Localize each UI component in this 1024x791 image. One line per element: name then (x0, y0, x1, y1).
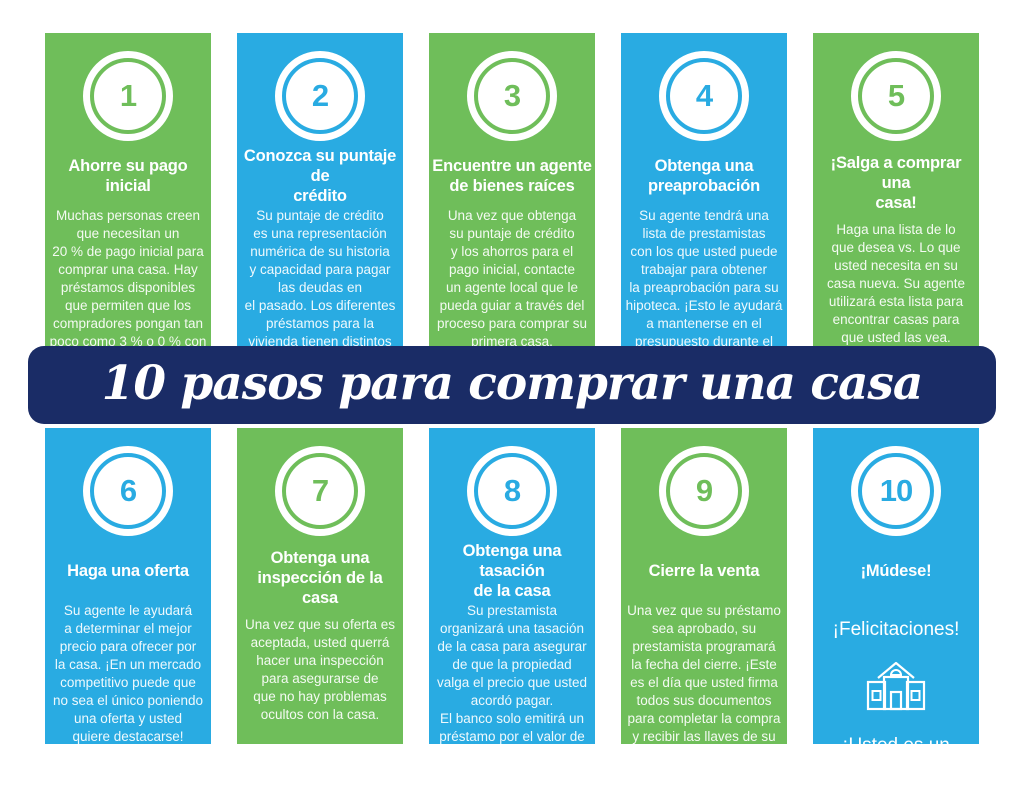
step-body: Su agente le ayudará a determinar el mej… (52, 603, 204, 744)
step-title: ¡Salga a comprar una casa! (830, 154, 962, 212)
step-number-badge: 8 (467, 446, 557, 536)
step-title: Cierre la venta (648, 562, 760, 580)
step-card-2: 2 Conozca su puntaje de crédito Su punta… (237, 33, 403, 367)
step-body: Muchas personas creen que necesitan un 2… (49, 208, 207, 367)
step-number-badge: 3 (467, 51, 557, 141)
step-number: 7 (286, 457, 354, 525)
step-number: 5 (862, 62, 930, 130)
step-title: Obtenga una tasación de la casa (462, 542, 562, 600)
step-body: Su puntaje de crédito es una representac… (244, 208, 396, 367)
step-title: Ahorre su pago inicial (68, 157, 188, 195)
house-icon (863, 660, 929, 717)
step-number-badge: 2 (275, 51, 365, 141)
congrats-text: ¡Felicitaciones! (832, 619, 960, 640)
step-number: 8 (478, 457, 546, 525)
step-body: Una vez que obtenga su puntaje de crédit… (436, 208, 588, 349)
step-number-badge: 1 (83, 51, 173, 141)
step-title: Encuentre un agente de bienes raíces (432, 157, 592, 195)
step-body: Su agente tendrá una lista de prestamist… (625, 208, 783, 367)
step-number-badge: 10 (851, 446, 941, 536)
page-title: 10 pasos para comprar una casa (101, 355, 924, 411)
step-title: Haga una oferta (67, 562, 189, 580)
step-number: 1 (94, 62, 162, 130)
step-number: 6 (94, 457, 162, 525)
step-number-badge: 5 (851, 51, 941, 141)
step-title: Obtenga una preaprobación (647, 157, 760, 195)
step-title: ¡Múdese! (860, 562, 932, 580)
step-card-4: 4 Obtenga una preaprobación Su agente te… (621, 33, 787, 367)
step-number-badge: 7 (275, 446, 365, 536)
step-card-6: 6 Haga una oferta Su agente le ayudará a… (45, 428, 211, 744)
title-banner: 10 pasos para comprar una casa (28, 346, 996, 424)
step-card-3: 3 Encuentre un agente de bienes raíces U… (429, 33, 595, 358)
step-title: Obtenga una inspección de la casa (257, 549, 383, 607)
step-number-badge: 4 (659, 51, 749, 141)
step-body: Una vez que su préstamo sea aprobado, su… (627, 603, 781, 762)
step-card-8: 8 Obtenga una tasación de la casa Su pre… (429, 428, 595, 762)
step-card-10: 10 ¡Múdese! ¡Felicitaciones! ¡Usted es u… (813, 428, 979, 781)
step-number: 3 (478, 62, 546, 130)
step-card-1: 1 Ahorre su pago inicial Muchas personas… (45, 33, 211, 367)
step-number-badge: 9 (659, 446, 749, 536)
step-body: Una vez que su oferta es aceptada, usted… (244, 617, 396, 722)
step-title: Conozca su puntaje de crédito (243, 147, 397, 205)
step-number: 4 (670, 62, 738, 130)
step-number: 10 (862, 457, 930, 525)
step-card-5: 5 ¡Salga a comprar una casa! Haga una li… (813, 33, 979, 358)
step-body: Su prestamista organizará una tasación d… (436, 603, 588, 762)
step-number-badge: 6 (83, 446, 173, 536)
owner-text: ¡Usted es un dueño de casa! (831, 735, 961, 781)
step-number: 9 (670, 457, 738, 525)
step-card-7: 7 Obtenga una inspección de la casa Una … (237, 428, 403, 744)
step-card-9: 9 Cierre la venta Una vez que su préstam… (621, 428, 787, 762)
step-body: Haga una lista de lo que desea vs. Lo qu… (826, 222, 966, 345)
step-number: 2 (286, 62, 354, 130)
